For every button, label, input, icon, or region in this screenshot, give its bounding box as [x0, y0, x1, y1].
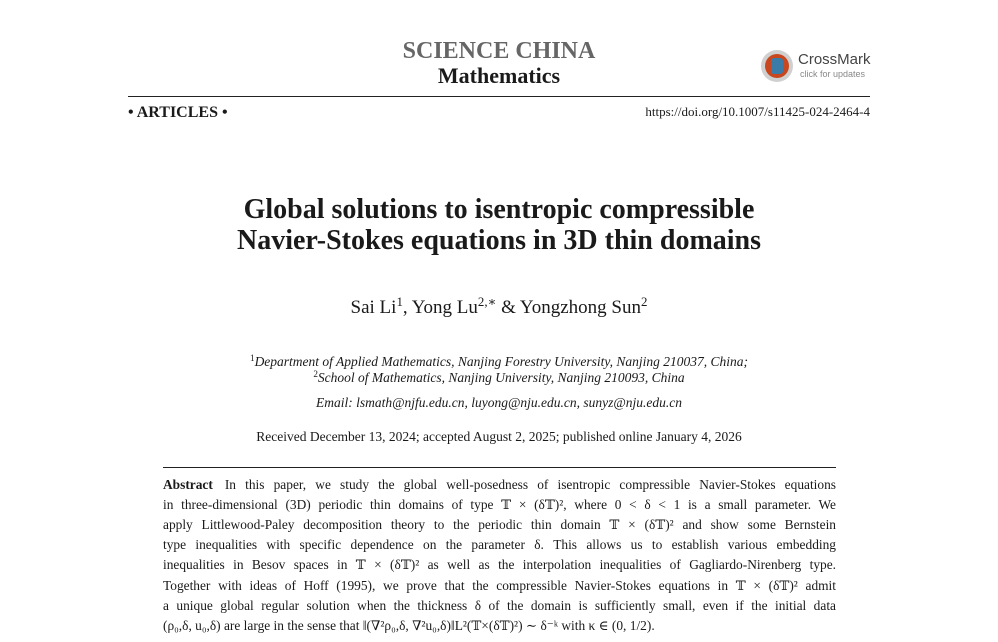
abstract-label: Abstract — [163, 477, 213, 492]
crossmark-name: CrossMark — [798, 51, 871, 68]
abstract-text: a unique global regular solution when th… — [163, 597, 836, 613]
abstract-line: Abstract In this paper, we study the glob… — [163, 477, 836, 493]
separator: & — [496, 297, 520, 318]
journal: SCIENCE CHINA — [402, 38, 596, 64]
abstract-rule — [163, 467, 836, 468]
abstract-line: (ρ₀,δ, u₀,δ) are large in the sense that… — [163, 618, 836, 634]
abstract-line: a unique global regular solution when th… — [163, 598, 836, 614]
abstract-line: apply Littlewood-Paley decomposition the… — [163, 517, 836, 533]
crossmark-note: click for updates — [800, 69, 866, 79]
affiliation-mark: 1 — [249, 352, 255, 363]
email: Email: lsmath@njfu.edu.cn, luyong@nju.ed… — [315, 395, 683, 410]
doi[interactable]: https://doi.org/10.1007/s11425-024-2464-… — [645, 104, 870, 119]
abstract-line: inequalities in Besov spaces in 𝕋 × (δ𝕋)… — [163, 557, 836, 573]
author-name: Yong Lu — [411, 297, 478, 318]
section: • ARTICLES • — [128, 104, 228, 121]
abstract-text: type inequalities with specific dependen… — [163, 537, 836, 553]
abstract-line: in three-dimensional (3D) periodic thin … — [163, 497, 836, 513]
title-line: Global solutions to isentropic compressi… — [243, 194, 755, 225]
affiliation-text: Department of Applied Mathematics, Nanji… — [254, 354, 749, 369]
abstract-text: (ρ₀,δ, u₀,δ) are large in the sense that… — [163, 617, 655, 633]
abstract-text: inequalities in Besov spaces in 𝕋 × (δ𝕋)… — [163, 557, 836, 573]
abstract-line: Together with ideas of Hoff (1995), we p… — [163, 578, 836, 594]
abstract-text: apply Littlewood-Paley decomposition the… — [163, 517, 836, 533]
abstract-line: type inequalities with specific dependen… — [163, 537, 836, 553]
affiliation: 2School of Mathematics, Nanjing Universi… — [0, 368, 998, 386]
crossmark-icon — [761, 50, 793, 82]
author-mark: 2,∗ — [477, 293, 497, 309]
authors: Sai Li1, Yong Lu2,∗ & Yongzhong Sun2 — [0, 293, 998, 319]
author-mark: 2 — [641, 293, 648, 309]
author-mark: 1 — [396, 293, 403, 309]
affiliation: 1Department of Applied Mathematics, Nanj… — [0, 352, 998, 370]
abstract-text: in three-dimensional (3D) periodic thin … — [163, 497, 836, 513]
abstract-text: Together with ideas of Hoff (1995), we p… — [163, 577, 836, 593]
dates: Received December 13, 2024; accepted Aug… — [256, 429, 742, 444]
separator: , — [402, 297, 412, 318]
affiliation-mark: 2 — [313, 368, 318, 379]
affiliation-text: School of Mathematics, Nanjing Universit… — [317, 370, 685, 385]
author-name: Sai Li — [350, 297, 397, 318]
abstract-text: In this paper, we study the global well-… — [224, 477, 836, 492]
subject: Mathematics — [437, 63, 561, 88]
title-line: Navier-Stokes equations in 3D thin domai… — [236, 225, 762, 256]
author-name: Yongzhong Sun — [519, 297, 641, 318]
header-rule — [128, 96, 870, 97]
